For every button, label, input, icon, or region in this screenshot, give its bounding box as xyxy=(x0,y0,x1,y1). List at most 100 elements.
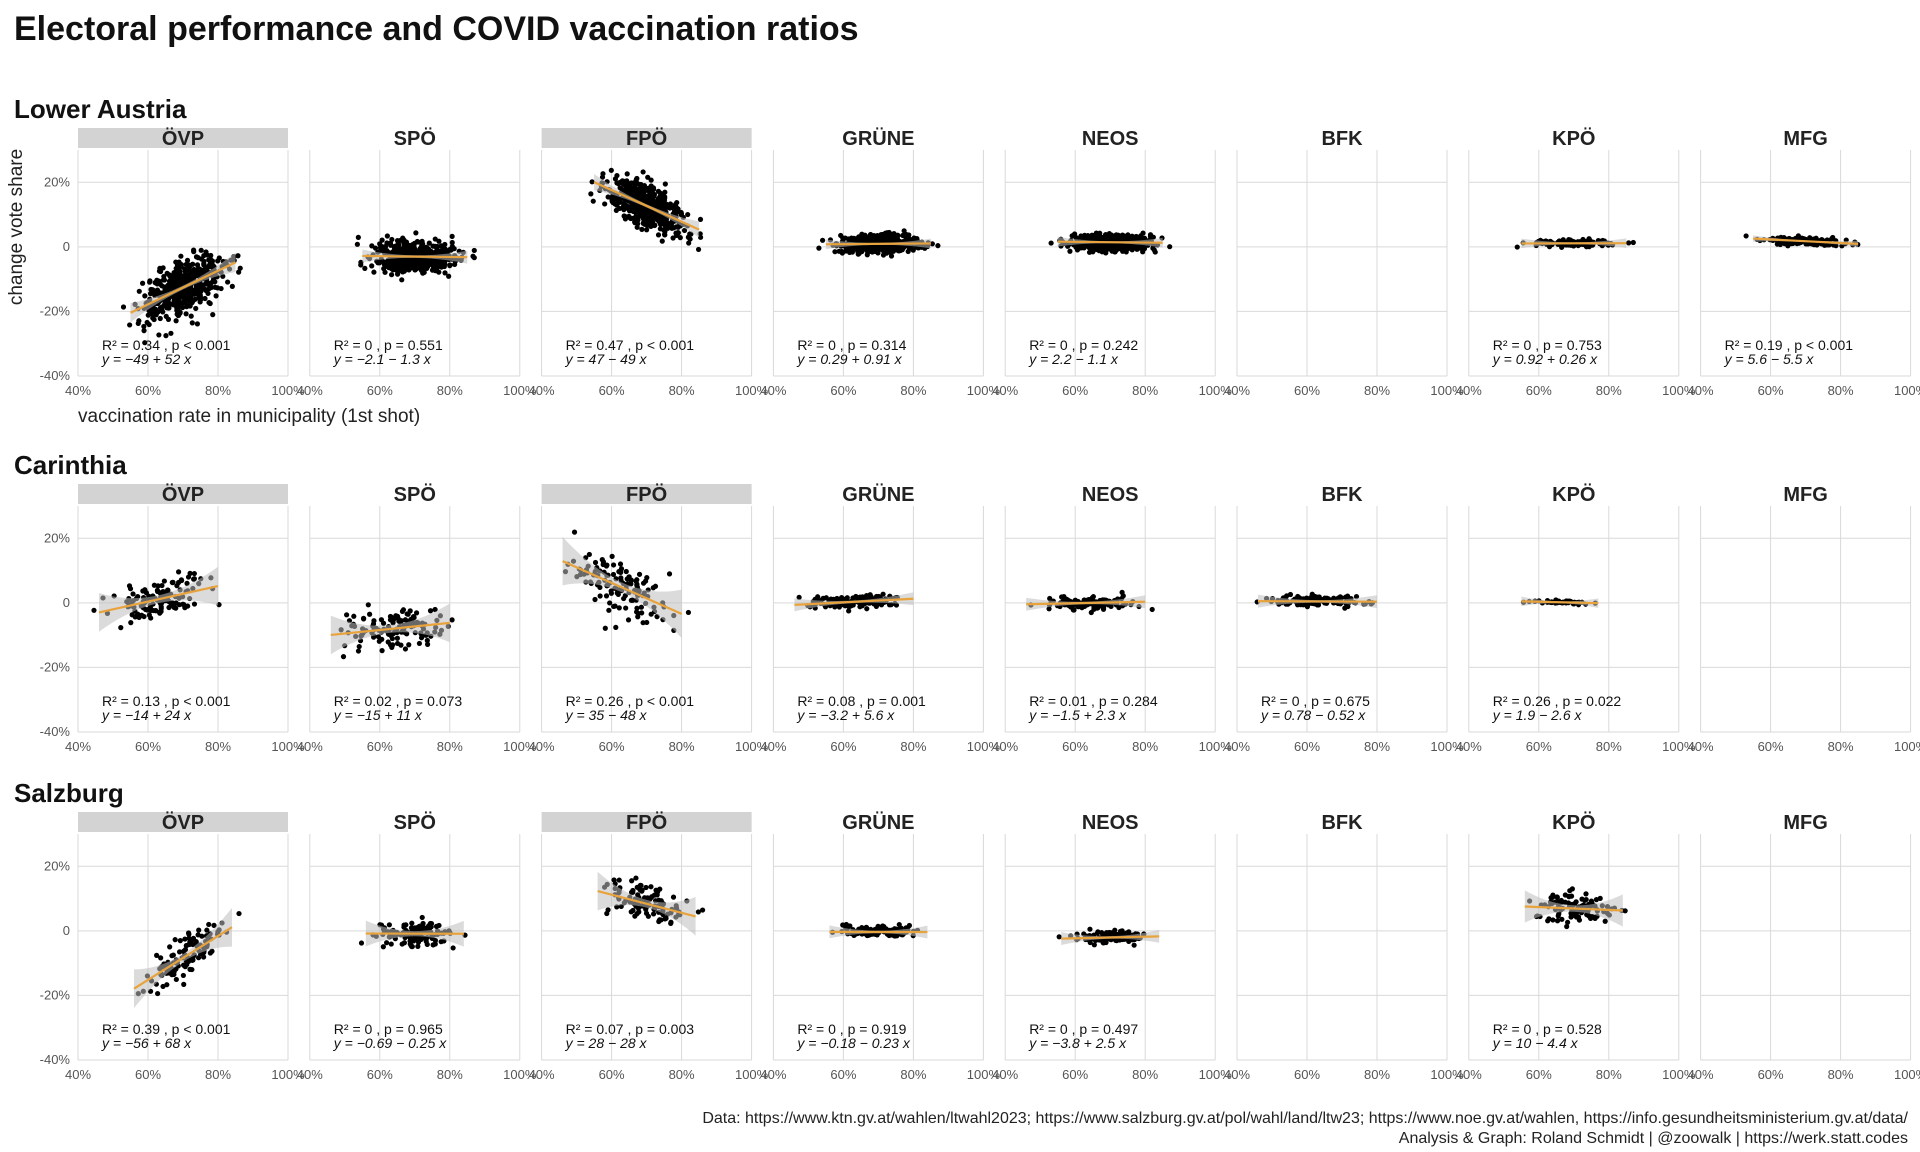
data-point xyxy=(1069,233,1075,239)
data-point xyxy=(613,624,619,630)
data-point xyxy=(629,201,635,207)
data-point xyxy=(382,269,388,275)
data-point xyxy=(204,927,210,933)
data-point xyxy=(387,240,394,247)
data-point xyxy=(210,312,216,318)
data-point xyxy=(1147,233,1154,239)
data-point xyxy=(361,616,367,622)
data-point xyxy=(355,648,362,654)
data-point xyxy=(414,263,421,269)
x-tick-label: 60% xyxy=(1526,383,1552,398)
facet-strip-highlight xyxy=(78,128,288,148)
x-tick-label: 80% xyxy=(1828,383,1854,398)
data-point xyxy=(145,606,151,613)
data-point xyxy=(607,600,613,606)
data-point xyxy=(183,311,189,317)
data-point xyxy=(661,197,668,203)
x-tick-label: 40% xyxy=(760,739,786,754)
y-tick-label: -20% xyxy=(40,987,71,1002)
stats-equation: y = −56 + 68 x xyxy=(101,1035,192,1051)
facet-strip-label: BFK xyxy=(1321,812,1363,834)
data-point xyxy=(141,328,147,334)
data-point xyxy=(168,602,174,608)
data-point xyxy=(120,304,127,310)
x-tick-label: 40% xyxy=(65,383,91,398)
data-point xyxy=(616,569,622,575)
data-point xyxy=(602,625,608,631)
data-point xyxy=(155,309,161,315)
x-tick-label: 80% xyxy=(1132,383,1158,398)
data-point xyxy=(141,613,147,620)
stats-equation: y = 35 − 48 x xyxy=(565,707,648,723)
data-point xyxy=(225,279,231,285)
data-point xyxy=(863,235,870,241)
data-point xyxy=(189,957,195,963)
data-point xyxy=(183,261,189,268)
data-point xyxy=(162,284,168,290)
data-point xyxy=(604,910,610,917)
data-point xyxy=(620,178,626,184)
data-point xyxy=(388,266,395,272)
data-point xyxy=(156,332,162,338)
x-tick-label: 80% xyxy=(1596,1067,1622,1082)
data-point xyxy=(884,230,890,236)
data-point xyxy=(194,262,201,268)
data-point xyxy=(1087,244,1094,251)
data-point xyxy=(648,177,654,183)
data-point xyxy=(648,611,654,617)
data-point xyxy=(206,921,212,928)
data-point xyxy=(432,937,439,944)
data-point xyxy=(172,272,178,278)
data-point xyxy=(356,643,362,650)
data-point xyxy=(189,320,195,326)
data-point xyxy=(165,587,171,593)
data-point xyxy=(406,642,412,648)
data-point xyxy=(136,288,142,294)
data-point xyxy=(1567,888,1573,894)
facet-strip-label: GRÜNE xyxy=(842,811,914,834)
facet-strip-label: KPÖ xyxy=(1552,127,1595,150)
facet-strip-label: NEOS xyxy=(1082,128,1139,150)
data-point xyxy=(836,248,842,254)
facet-strip-label: NEOS xyxy=(1082,812,1139,834)
data-point xyxy=(643,884,649,891)
x-tick-label: 40% xyxy=(529,1067,555,1082)
data-point xyxy=(673,230,679,236)
data-point xyxy=(424,641,431,647)
data-point xyxy=(402,617,409,623)
data-point xyxy=(91,607,97,613)
data-point xyxy=(685,211,691,218)
data-point xyxy=(1312,593,1318,600)
data-point xyxy=(406,259,412,265)
x-tick-label: 60% xyxy=(1294,739,1320,754)
x-tick-label: 80% xyxy=(900,739,926,754)
data-point xyxy=(571,529,578,535)
data-point xyxy=(816,245,822,251)
data-point xyxy=(697,216,704,223)
data-point xyxy=(667,205,673,211)
facet-strip-label: MFG xyxy=(1783,128,1827,150)
data-point xyxy=(653,887,659,893)
data-point xyxy=(198,256,205,262)
facet-strip-label: MFG xyxy=(1783,484,1827,506)
data-point xyxy=(421,266,428,272)
data-point xyxy=(662,916,668,922)
data-point xyxy=(380,944,386,950)
data-point xyxy=(655,232,662,238)
data-point xyxy=(1149,606,1155,613)
data-point xyxy=(867,232,873,238)
data-point xyxy=(160,983,166,990)
caption-credits: Analysis & Graph: Roland Schmidt | @zoow… xyxy=(1399,1130,1908,1147)
stats-equation: y = −15 + 11 x xyxy=(333,707,423,723)
data-point xyxy=(180,601,186,607)
data-point xyxy=(141,323,147,330)
data-point xyxy=(602,201,608,207)
